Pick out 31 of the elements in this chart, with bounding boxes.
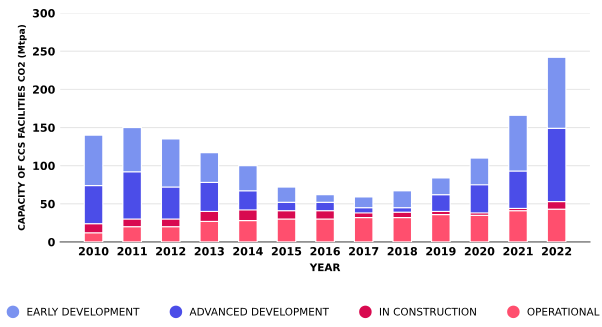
y-tick-label: 100 <box>33 162 55 170</box>
x-tick-label: 2010 <box>78 247 108 256</box>
x-tick-label: 2011 <box>118 247 147 256</box>
y-axis-title: CAPACITY OF CCS FACILITIES CO2 (Mtpa) <box>18 24 27 230</box>
legend-label: IN CONSTRUCTION <box>380 308 476 316</box>
legend-label: ADVANCED DEVELOPMENT <box>190 308 329 316</box>
y-tick-label: 0 <box>48 238 55 246</box>
x-tick-label: 2012 <box>156 247 186 256</box>
bar <box>354 217 374 242</box>
x-tick-label: 2021 <box>503 247 533 256</box>
y-tick-label: 300 <box>32 9 55 18</box>
x-tick-label: 2020 <box>464 247 494 256</box>
x-tick-label: 2017 <box>349 247 378 256</box>
legend-label: EARLY DEVELOPMENT <box>28 308 140 316</box>
bar <box>431 214 451 242</box>
x-tick-label: 2014 <box>233 247 263 256</box>
x-tick-label: 2022 <box>542 247 572 256</box>
y-tick-label: 50 <box>40 200 55 208</box>
bar <box>470 214 490 242</box>
y-tick-label: 150 <box>33 124 55 132</box>
x-axis-title: YEAR <box>310 263 340 272</box>
y-tick-label: 200 <box>33 85 55 94</box>
x-tick-label: 2019 <box>426 247 456 256</box>
bar <box>508 210 528 242</box>
x-tick-label: 2018 <box>388 247 418 256</box>
y-tick-label: 250 <box>33 47 55 56</box>
bar <box>392 217 412 242</box>
x-tick-label: 2013 <box>194 247 224 256</box>
legend-label: OPERATIONAL <box>528 308 600 316</box>
x-tick-label: 2015 <box>272 247 302 256</box>
x-tick-label: 2016 <box>310 247 340 256</box>
